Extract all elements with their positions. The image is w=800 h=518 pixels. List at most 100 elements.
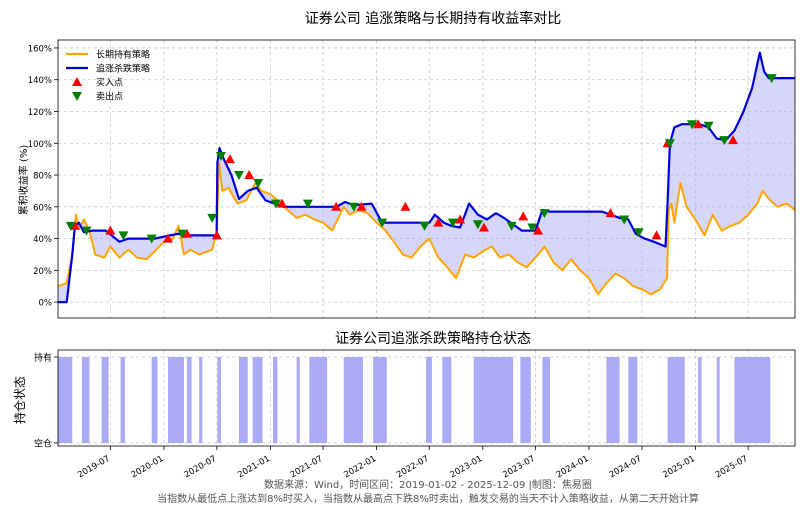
sell-marker — [419, 221, 430, 231]
holding-block — [167, 357, 184, 443]
buy-marker — [224, 154, 235, 164]
holding-block — [101, 357, 109, 443]
legend-label-buy: 买入点 — [96, 78, 123, 89]
subchart-y-label: 持仓状态 — [12, 376, 27, 424]
buy-marker — [162, 233, 173, 243]
holding-block — [734, 357, 771, 443]
holding-block — [199, 357, 203, 443]
holding-block — [252, 357, 263, 443]
sell-marker — [177, 229, 188, 239]
buy-marker — [331, 201, 342, 211]
y-axis-label: 累积收益率 (%) — [17, 145, 30, 216]
chart-title: 证券公司 追涨策略与长期持有收益率对比 — [305, 10, 561, 27]
sell-marker — [270, 199, 281, 209]
x-tick-label: 2024-01 — [555, 454, 591, 480]
y-tick-label: 20% — [33, 267, 52, 277]
x-tick-label: 2023-01 — [449, 454, 485, 480]
x-tick-label: 2025-07 — [714, 454, 750, 480]
y-tick-label: 120% — [28, 108, 52, 118]
x-tick-label: 2025-01 — [661, 454, 697, 480]
holding-block — [273, 357, 278, 443]
holding-block — [667, 357, 685, 443]
sell-marker — [447, 218, 458, 228]
buy-marker — [181, 228, 192, 238]
holding-block — [217, 357, 221, 443]
x-tick-label: 2023-07 — [501, 454, 537, 480]
buy-marker — [605, 208, 616, 218]
y-tick-label: 80% — [33, 172, 52, 182]
legend-label-buy-and-hold: 长期持有策略 — [96, 49, 150, 61]
holding-block — [238, 357, 248, 443]
holding-block — [58, 357, 73, 443]
buy-marker — [478, 222, 489, 232]
holding-block — [296, 357, 300, 443]
buy-marker — [400, 201, 411, 211]
holding-block — [151, 357, 158, 443]
y-tick-label: 40% — [33, 235, 52, 245]
x-tick-label: 2021-01 — [236, 454, 272, 480]
holding-block — [698, 357, 702, 443]
holding-block — [473, 357, 514, 443]
holding-block — [716, 357, 720, 443]
y-tick-label: 60% — [33, 203, 52, 213]
x-tick-label: 2021-07 — [289, 454, 325, 480]
holding-block — [628, 357, 638, 443]
sell-marker — [766, 74, 777, 84]
sell-marker — [81, 226, 92, 236]
buy-marker — [518, 211, 529, 221]
sell-marker — [253, 178, 264, 188]
legend-swatch-sell — [72, 92, 82, 101]
sell-marker — [703, 121, 714, 131]
legend-label-sell: 卖出点 — [96, 91, 123, 103]
holding-block — [81, 357, 90, 443]
buy-marker — [356, 201, 367, 211]
sell-marker — [687, 120, 698, 130]
holding-block — [542, 357, 551, 443]
sell-marker — [664, 139, 675, 149]
holding-block — [442, 357, 452, 443]
footer-source: 数据来源：Wind，时间区间：2019-01-02 - 2025-12-09 |… — [264, 478, 592, 491]
buy-marker — [728, 135, 739, 145]
sell-marker — [233, 171, 244, 181]
y-tick-label: 160% — [28, 44, 52, 54]
sell-marker — [146, 234, 157, 244]
subchart-title: 证券公司追涨杀跌策略持仓状态 — [335, 330, 531, 347]
sell-marker — [719, 136, 730, 146]
sell-marker — [207, 213, 218, 223]
holding-block — [309, 357, 328, 443]
buy-marker — [693, 119, 704, 129]
x-tick-label: 2024-07 — [608, 454, 644, 480]
sell-marker — [472, 220, 483, 230]
legend-swatch-buy — [72, 77, 82, 86]
buy-marker — [651, 230, 662, 240]
buy-marker — [277, 198, 288, 208]
sell-marker — [506, 221, 517, 231]
strategy-gap-fill — [58, 52, 795, 303]
x-tick-label: 2022-07 — [395, 454, 431, 480]
buy-marker — [105, 225, 116, 235]
sell-marker — [65, 221, 76, 231]
sell-marker — [302, 199, 313, 209]
sell-marker — [215, 151, 226, 161]
y-tick-label: 140% — [28, 76, 52, 86]
sell-marker — [118, 231, 129, 241]
buy-marker — [533, 225, 544, 235]
holding-block — [426, 357, 432, 443]
holding-block — [520, 357, 531, 443]
buy-marker — [244, 170, 255, 180]
holding-block — [373, 357, 387, 443]
sell-marker — [633, 228, 644, 238]
x-tick-label: 2020-01 — [130, 454, 166, 480]
buy-marker — [211, 230, 222, 240]
sell-marker — [377, 218, 388, 228]
holding-block — [343, 357, 363, 443]
legend-label-chase-strategy: 追涨杀跌策略 — [96, 63, 150, 75]
sell-marker — [619, 215, 630, 225]
y-tick-label: 持有 — [34, 352, 52, 364]
holding-block — [186, 357, 192, 443]
sell-marker — [539, 209, 550, 219]
sell-marker — [348, 202, 359, 212]
x-tick-label: 2019-07 — [76, 454, 112, 480]
